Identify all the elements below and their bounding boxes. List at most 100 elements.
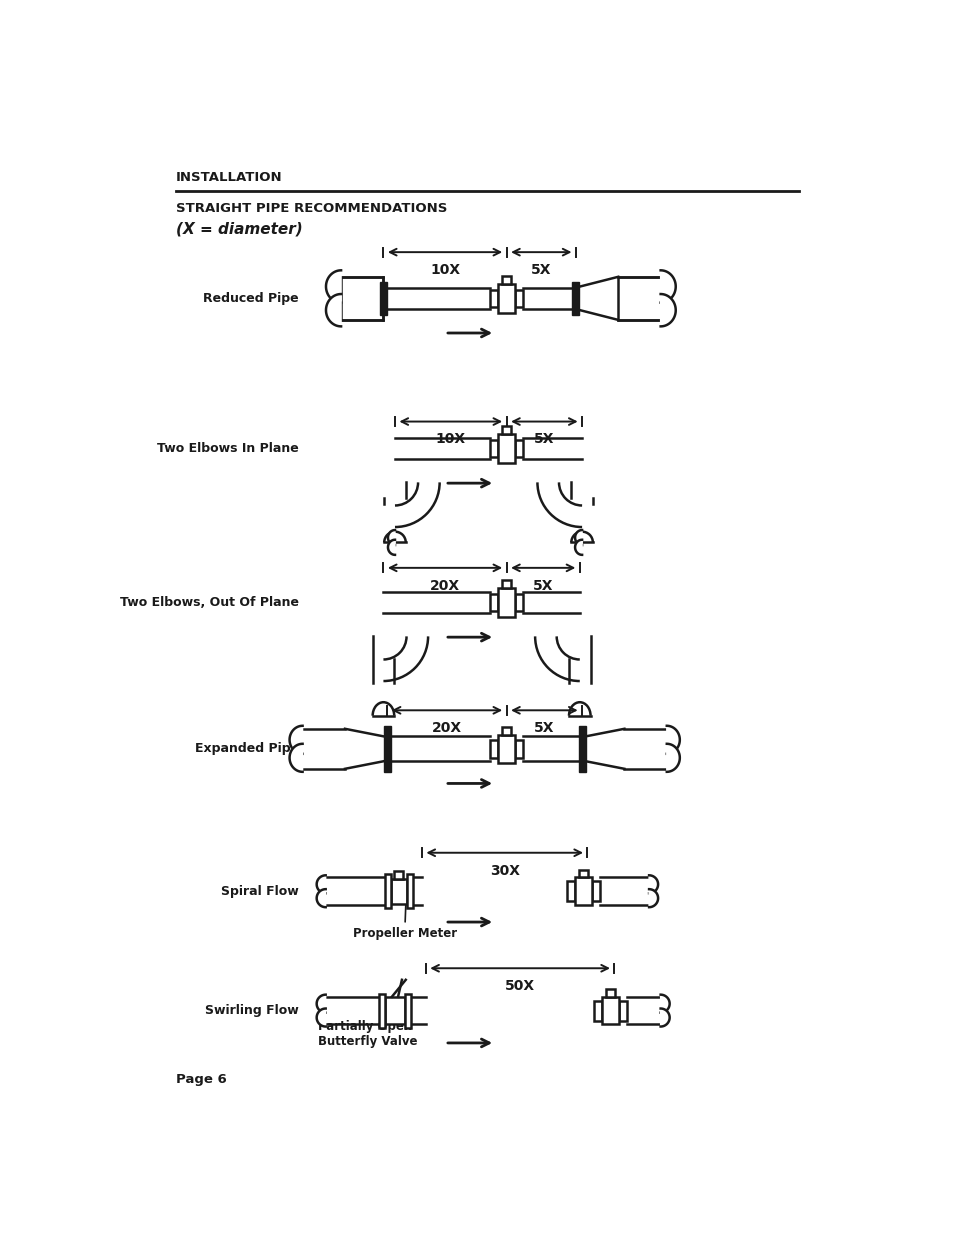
Bar: [383, 726, 391, 772]
Bar: [490, 440, 497, 457]
Polygon shape: [575, 540, 581, 555]
Bar: [522, 736, 581, 761]
Bar: [405, 994, 411, 1028]
Bar: [373, 636, 394, 790]
Text: 20X: 20X: [432, 721, 461, 735]
Text: Page 6: Page 6: [175, 1073, 226, 1087]
Bar: [599, 877, 648, 905]
Text: 50X: 50X: [504, 979, 535, 993]
Bar: [387, 736, 490, 761]
Bar: [325, 997, 378, 1025]
Text: Partially Open
Butterfly Valve: Partially Open Butterfly Valve: [317, 1004, 417, 1049]
Text: Reduced Pipe: Reduced Pipe: [203, 291, 298, 305]
Bar: [594, 1000, 601, 1020]
Bar: [395, 437, 490, 459]
Polygon shape: [537, 483, 581, 527]
Bar: [394, 871, 403, 879]
Bar: [515, 740, 522, 758]
Bar: [383, 592, 490, 614]
Bar: [490, 740, 497, 758]
Bar: [626, 997, 659, 1025]
Bar: [413, 877, 421, 905]
Polygon shape: [345, 729, 384, 769]
Bar: [515, 594, 522, 611]
Polygon shape: [326, 270, 341, 303]
Polygon shape: [316, 889, 325, 908]
Bar: [391, 879, 406, 904]
Bar: [601, 997, 618, 1025]
Bar: [522, 288, 572, 309]
Bar: [497, 433, 515, 463]
Text: 5X: 5X: [534, 432, 554, 446]
Polygon shape: [290, 743, 302, 772]
Bar: [379, 282, 387, 315]
Polygon shape: [659, 1009, 669, 1026]
Bar: [501, 580, 511, 588]
Text: Spiral Flow: Spiral Flow: [221, 884, 298, 898]
Bar: [302, 729, 345, 769]
Bar: [497, 735, 515, 763]
Bar: [501, 426, 511, 433]
Bar: [497, 284, 515, 312]
Text: 5X: 5X: [534, 721, 554, 735]
Polygon shape: [571, 520, 592, 542]
Polygon shape: [575, 530, 581, 545]
Bar: [568, 636, 590, 790]
Bar: [578, 726, 585, 772]
Bar: [605, 989, 615, 997]
Polygon shape: [373, 700, 394, 716]
Bar: [385, 997, 405, 1025]
Bar: [386, 288, 490, 309]
Bar: [384, 459, 405, 614]
Bar: [618, 277, 659, 320]
Polygon shape: [584, 729, 624, 769]
Bar: [490, 594, 497, 611]
Text: 10X: 10X: [436, 432, 465, 446]
Bar: [385, 874, 391, 908]
Bar: [592, 882, 599, 902]
Bar: [522, 437, 581, 459]
Text: INSTALLATION: INSTALLATION: [175, 170, 282, 184]
Polygon shape: [535, 636, 579, 680]
Text: Expanded Pipe: Expanded Pipe: [194, 742, 298, 756]
Text: Swirling Flow: Swirling Flow: [205, 1004, 298, 1018]
Bar: [341, 277, 383, 320]
Bar: [624, 729, 666, 769]
Bar: [490, 290, 497, 306]
Bar: [575, 877, 592, 905]
Polygon shape: [666, 726, 679, 753]
Bar: [571, 459, 592, 614]
Text: 10X: 10X: [430, 263, 459, 277]
Polygon shape: [659, 294, 675, 326]
Text: 5X: 5X: [531, 263, 551, 277]
Bar: [501, 727, 511, 735]
Polygon shape: [383, 636, 428, 680]
Text: Propeller Meter: Propeller Meter: [353, 889, 456, 940]
Polygon shape: [290, 726, 302, 753]
Polygon shape: [659, 270, 675, 303]
Text: Two Elbows, Out Of Plane: Two Elbows, Out Of Plane: [120, 597, 298, 609]
Polygon shape: [568, 700, 590, 716]
Polygon shape: [659, 994, 669, 1013]
Bar: [406, 874, 413, 908]
Polygon shape: [316, 994, 325, 1013]
Polygon shape: [666, 743, 679, 772]
Polygon shape: [384, 520, 405, 542]
Bar: [572, 282, 578, 315]
Polygon shape: [316, 1009, 325, 1026]
Bar: [325, 877, 385, 905]
Text: 5X: 5X: [533, 579, 553, 593]
Polygon shape: [316, 876, 325, 893]
Polygon shape: [388, 530, 395, 545]
Bar: [515, 440, 522, 457]
Text: 20X: 20X: [430, 579, 459, 593]
Polygon shape: [648, 876, 658, 893]
Bar: [578, 869, 588, 877]
Bar: [567, 882, 575, 902]
Text: Two Elbows In Plane: Two Elbows In Plane: [157, 442, 298, 454]
Bar: [501, 275, 511, 284]
Polygon shape: [326, 294, 341, 326]
Polygon shape: [576, 277, 618, 320]
Polygon shape: [395, 483, 439, 527]
Bar: [411, 997, 425, 1025]
